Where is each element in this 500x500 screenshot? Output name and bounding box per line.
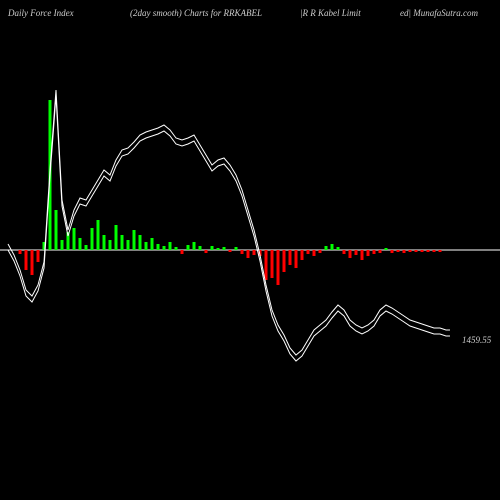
header-center-left: (2day smooth) Charts for RRKABEL (130, 8, 262, 18)
header-left: Daily Force Index (8, 8, 74, 18)
header-center-right: |R R Kabel Limit (300, 8, 361, 18)
force-index-chart (0, 30, 500, 470)
header-right: ed| MunafaSutra.com (400, 8, 478, 18)
chart-header: Daily Force Index (2day smooth) Charts f… (0, 8, 500, 24)
value-label: 1459.55 (462, 335, 491, 345)
